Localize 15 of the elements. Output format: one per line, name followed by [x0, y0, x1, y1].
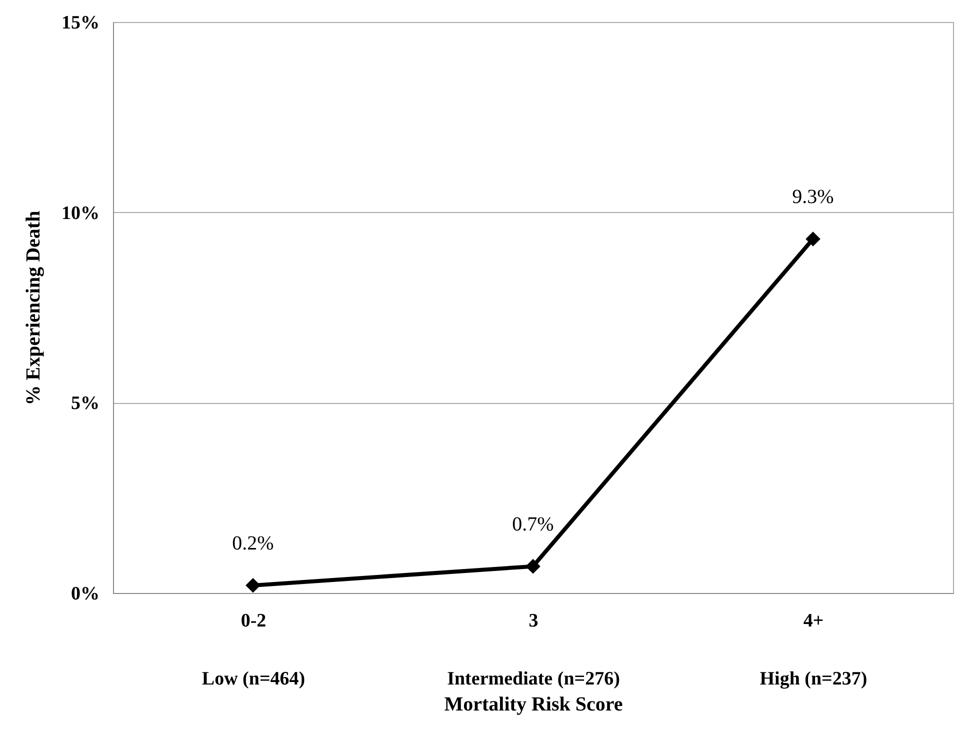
- data-label: 0.2%: [232, 532, 274, 554]
- y-axis-title: % Experiencing Death: [22, 210, 44, 406]
- data-label: 0.7%: [512, 513, 554, 536]
- x-axis-title: Mortality Risk Score: [444, 694, 623, 716]
- point: [806, 232, 820, 246]
- data-label: 9.3%: [792, 186, 834, 208]
- category-label: 3 Intermediate (n=276): [447, 610, 620, 690]
- y-tick-label: 5%: [71, 393, 100, 414]
- point: [246, 578, 260, 593]
- y-tick-label: 10%: [62, 202, 100, 224]
- y-tick-label: 0%: [71, 584, 100, 604]
- point: [526, 558, 540, 574]
- y-tick-label: 15%: [62, 12, 100, 34]
- category-label: 4+ High (n=237): [760, 610, 868, 690]
- category-label: 0-2 Low (n=464): [202, 610, 306, 690]
